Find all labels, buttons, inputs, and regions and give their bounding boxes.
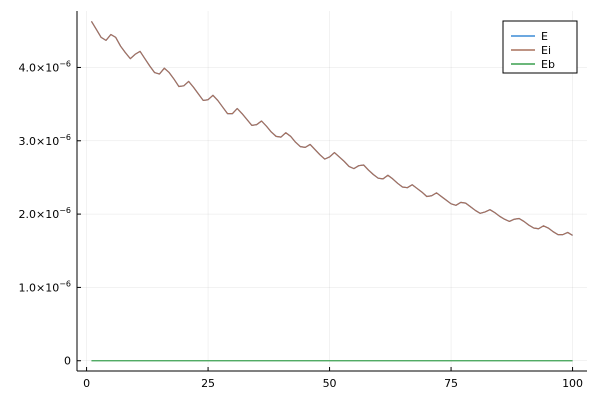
legend-label-e: E <box>541 30 548 43</box>
legend-box <box>502 20 578 74</box>
x-tick-label: 0 <box>83 377 90 390</box>
x-tick-label: 25 <box>201 377 215 390</box>
x-axis-ticks: 0 25 50 75 100 <box>83 367 583 390</box>
y-tick-label: 1.0×10−6 <box>18 279 71 294</box>
y-tick-label: 3.0×10−6 <box>18 133 71 148</box>
y-tick-label: 4.0×10−6 <box>18 59 71 74</box>
series-line-ei <box>90 20 573 236</box>
legend-label-ei: Ei <box>541 44 551 57</box>
legend-label-eb: Eb <box>541 58 555 71</box>
x-tick-label: 50 <box>323 377 337 390</box>
y-axis-ticks: 0 1.0×10−6 2.0×10−6 3.0×10−6 4.0×10−6 <box>18 59 81 368</box>
x-tick-label: 100 <box>562 377 583 390</box>
y-tick-label: 0 <box>64 355 71 368</box>
axes <box>76 11 587 372</box>
plot-area <box>90 20 573 362</box>
x-tick-label: 75 <box>444 377 458 390</box>
y-tick-label: 2.0×10−6 <box>18 206 71 221</box>
series-line-e <box>90 20 573 236</box>
